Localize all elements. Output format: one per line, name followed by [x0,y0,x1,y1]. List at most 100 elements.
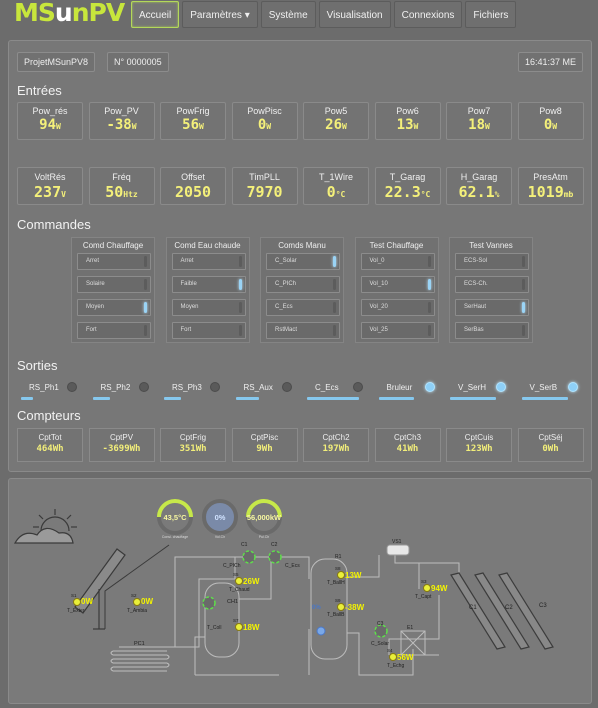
value-number: 0 [543,117,553,133]
input-tile-timpll: TimPLL 7970 [231,167,298,205]
command-button-solaire[interactable]: Solaire [77,276,151,293]
input-label: Pow5 [324,106,348,116]
command-button-c-solar[interactable]: C_Solar [266,253,340,270]
counter-value: 351Wh [179,444,207,454]
value-number: 0 [257,117,267,133]
nav-visualisation[interactable]: Visualisation [318,1,391,28]
diagram-svg: 43,5°C Consi. chauffage 0% Vol.Ch 56,000… [13,499,554,676]
nav-accueil[interactable]: Accueil [131,1,180,28]
command-button-label: Vol_0 [369,258,385,264]
output-rs-aux: RS_Aux [232,379,298,401]
value-number: 50 [105,183,124,201]
output-label: V_SerH [458,383,487,392]
command-button-vol-0[interactable]: Vol_0 [360,253,435,270]
counter-cptcuis: CptCuis 123Wh [446,428,512,462]
value-number: 22.3 [384,183,421,201]
value-unit: W [485,122,490,131]
input-value: 62.1% [447,183,511,201]
pc1-label: PC1 [134,641,145,647]
value-number: 13 [396,117,414,133]
nav-connexions[interactable]: Connexions [393,1,463,28]
input-label: Pow8 [539,106,562,116]
counter-label: CptCh3 [393,433,422,442]
command-button-ecs-ch-[interactable]: ECS-Ch. [455,276,529,293]
command-button-vol-20[interactable]: Vol_20 [360,299,435,316]
input-label: T_1Wire [318,172,353,182]
command-button-fort[interactable]: Fort [77,322,151,339]
input-label: Pow6 [396,106,419,116]
toggle-indicator [427,302,431,313]
value-unit: °C [420,190,431,199]
sensor-t-exter: 0W S1 T_Exter [67,593,93,614]
command-group-4: Test Vannes ECS-Sol ECS-Ch. SerHaut SerBas [449,237,533,343]
toggle-indicator [333,256,336,267]
command-button-label: Moyen [180,304,199,310]
command-button-vol-25[interactable]: Vol_25 [360,322,435,339]
t-coll-label: T_Coll [207,625,221,631]
c-solar-label: C_Solar [371,641,389,647]
counter-label: CptTot [38,433,62,442]
output-v-serb: V_SerB [518,379,584,401]
value-number: 62.1 [458,183,495,201]
input-label: PowPisc [247,106,282,116]
command-button-ecs-sol[interactable]: ECS-Sol [455,253,529,270]
collector-1-label: C1 [469,605,477,611]
r1-label: R1 [335,554,342,560]
s3-label: S3 [421,579,427,584]
valve-indicator-icon [316,626,326,636]
t-coll-value: 18W [243,623,260,632]
house-outline [104,544,170,629]
t-ballb-label: T_BallB [327,612,345,618]
command-button-c-pich[interactable]: C_PICh [266,276,340,293]
section-commands-title: Commandes [17,217,91,232]
input-tile-t-garag: T_Garag 22.3°C [374,167,441,205]
command-button-arret[interactable]: Arret [77,253,151,270]
pump-ch1-icon [202,596,216,610]
command-button-arret[interactable]: Arret [171,253,246,270]
input-label: T_Garag [389,172,426,182]
section-inputs-title: Entrées [17,83,62,98]
c2-label: C2 [271,542,278,548]
command-button-c-ecs[interactable]: C_Ecs [266,299,340,316]
input-value: 18W [447,117,511,133]
value-number: 26 [325,117,343,133]
command-button-moyen[interactable]: Moyen [171,299,246,316]
command-button-moyen[interactable]: Moyen [77,299,151,316]
t-exter-value: 0W [81,597,93,606]
counter-label: CptSéj [538,433,563,442]
command-group-title: Test Chauffage [369,241,424,250]
status-led-icon [67,382,77,392]
nav-parametres[interactable]: Paramètres ▾ [182,1,258,28]
t-echg-value: 56W [397,653,414,662]
command-button-label: ECS-Sol [464,258,488,264]
t-chaud-value: 26W [243,577,260,586]
counter-value: 197Wh [322,444,350,454]
sun-icon [13,509,77,544]
input-tile-voltr-s: VoltRés 237V [17,167,83,205]
command-group-1: Comd Eau chaude Arret Faible Moyen Fort [165,237,250,343]
command-button-label: RstMact [275,327,298,333]
input-tile-fr-q: Fréq 50Htz [88,167,155,205]
command-button-rstmact[interactable]: RstMact [266,322,340,339]
command-button-serhaut[interactable]: SerHaut [455,299,529,316]
command-button-vol-10[interactable]: Vol_10 [360,276,435,293]
nav-systeme[interactable]: Système [260,1,316,28]
command-button-label: SerBas [464,327,484,333]
s5-label: S5 [233,572,239,577]
sensor-t-chaud: 26W S5 T_Chaud [229,572,260,593]
command-button-faible[interactable]: Faible [171,276,246,293]
value-unit: W [56,122,61,131]
output-bruleur: Bruleur [375,379,441,401]
c-ecs-label: C_Ecs [285,563,300,569]
command-button-serbas[interactable]: SerBas [455,322,529,339]
command-button-fort[interactable]: Fort [171,322,246,339]
app-logo[interactable]: MSunPV [14,0,125,27]
command-button-label: C_Solar [275,258,297,264]
c1-label: C1 [241,542,248,548]
nav-fichiers[interactable]: Fichiers [465,1,517,28]
gauge-vol-ch-caption: Vol.Ch [215,535,225,539]
input-tile-pow6: Pow6 13W [374,102,441,140]
floor-heating-coil [110,650,170,672]
value-number: 237 [34,183,62,201]
gauge-vol-ch-value: 0% [215,513,226,522]
